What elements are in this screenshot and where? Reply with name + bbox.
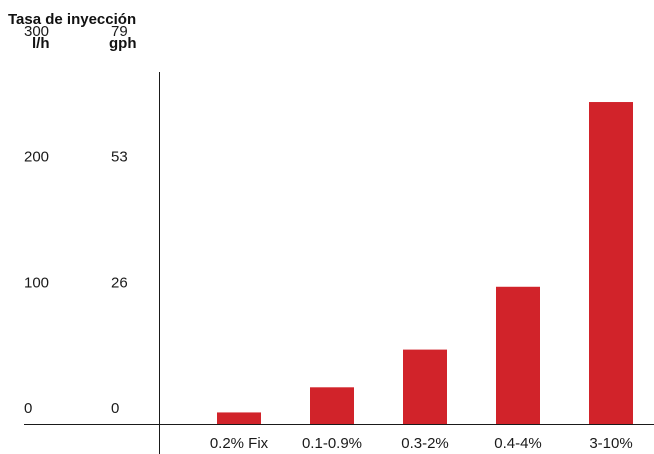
chart-title: Tasa de inyección bbox=[8, 11, 136, 28]
y-tick-label-gph: 53 bbox=[111, 149, 128, 166]
bars bbox=[217, 102, 633, 425]
y-tick-label-gph: 0 bbox=[111, 400, 119, 417]
y-tick-label-lh: 100 bbox=[24, 274, 49, 291]
bar bbox=[403, 349, 447, 425]
y-unit-lh: l/h bbox=[32, 35, 50, 52]
category-label: 3-10% bbox=[589, 435, 632, 452]
bar bbox=[217, 412, 261, 425]
y-unit-gph: gph bbox=[109, 35, 137, 52]
category-labels: 0.2% Fix 0.1-0.9% 0.3-2% 0.4-4% 3-10% bbox=[210, 435, 633, 452]
bar bbox=[310, 387, 354, 425]
bar bbox=[589, 102, 633, 425]
bar bbox=[496, 286, 540, 425]
y-tick-label-gph: 26 bbox=[111, 274, 128, 291]
category-label: 0.3-2% bbox=[401, 435, 449, 452]
category-label: 0.2% Fix bbox=[210, 435, 269, 452]
category-label: 0.4-4% bbox=[494, 435, 542, 452]
y-ticks-gph: 79 53 26 0 bbox=[111, 23, 128, 417]
y-tick-label-lh: 0 bbox=[24, 400, 32, 417]
y-tick-label-lh: 200 bbox=[24, 149, 49, 166]
y-tick-label-gph: 79 bbox=[111, 23, 128, 40]
y-tick-label-lh: 300 bbox=[24, 23, 49, 40]
y-ticks-lh: 300 200 100 0 bbox=[24, 23, 49, 417]
category-label: 0.1-0.9% bbox=[302, 435, 362, 452]
